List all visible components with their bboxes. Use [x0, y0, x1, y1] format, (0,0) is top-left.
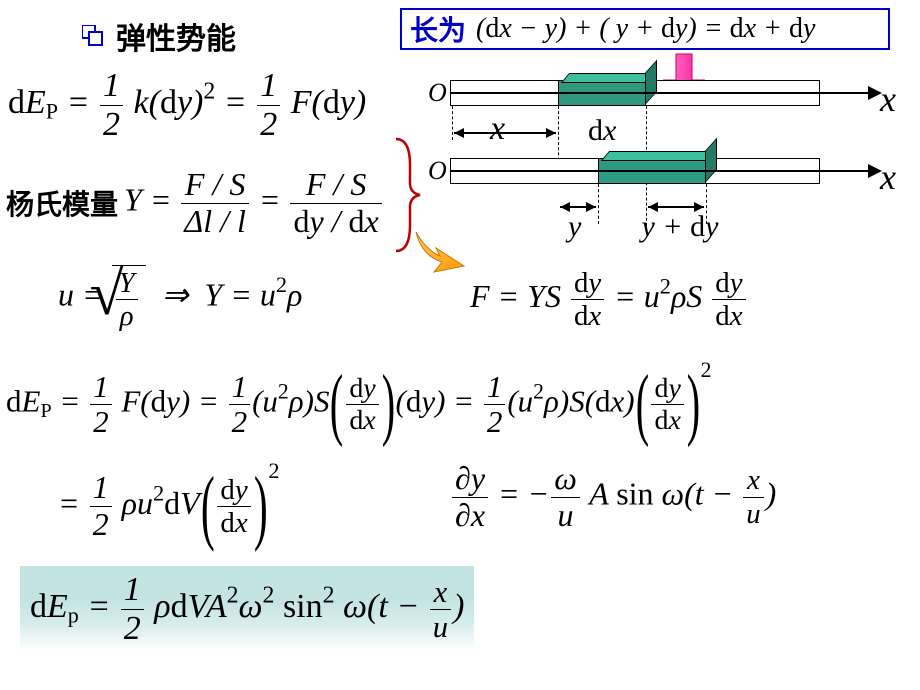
eq-u-sqrt: u = √Yρ ⇒ Y = u2ρ	[58, 265, 302, 331]
youngs-modulus-label: 杨氏模量	[6, 183, 118, 223]
eq-youngs-modulus: Y = F / SΔl / l = F / Sdy / dx	[124, 168, 384, 238]
label-dx: dx	[588, 114, 616, 148]
eq-dEp-expanded: dEP = 12 F(dy) = 12(u2ρ)S(dydx)(dy) = 12…	[6, 360, 712, 439]
eq-dEp-dV: = 12 ρu2dV(dydx)2	[58, 460, 280, 542]
bullet-icon	[82, 25, 106, 47]
slide-title: 弹性势能	[116, 14, 236, 58]
dim-ydy	[648, 206, 704, 208]
top-x-label: x	[880, 78, 896, 120]
dim-y	[560, 206, 596, 208]
eq-dEp-kdy: dEP = 12 k(dy)2 = 12 F(dy)	[8, 68, 366, 142]
length-expression: (dx − y) + ( y + dy) = dx + dy	[476, 15, 815, 43]
length-label: 长为	[410, 9, 466, 49]
top-axis	[450, 92, 870, 94]
bottom-axis	[450, 170, 870, 172]
elastic-bar-diagram: O x x dx O x y y + dy	[410, 60, 910, 240]
label-x: x	[490, 110, 505, 148]
title-row: 弹性势能	[82, 14, 236, 58]
eq-partial-y: ∂y∂x = −ωu A sin ω(t − xu)	[450, 462, 776, 532]
bottom-origin-label: O	[428, 156, 447, 186]
eq-F-YS: F = YS dydx = u2ρS dydx	[470, 268, 748, 331]
eq-final-highlight: dEp = 12 ρdVA2ω2 sin2 ω(t − xu)	[20, 566, 474, 652]
eq-dEp-final: dEp = 12 ρdVA2ω2 sin2 ω(t − xu)	[30, 588, 464, 625]
youngs-row: 杨氏模量 Y = F / SΔl / l = F / Sdy / dx	[6, 168, 384, 238]
dash-y	[598, 184, 599, 224]
label-y: y	[568, 210, 581, 244]
label-ydy: y + dy	[620, 210, 740, 244]
top-origin-label: O	[428, 78, 447, 108]
dash-origin	[452, 106, 453, 140]
bottom-x-label: x	[880, 156, 896, 198]
length-box: 长为 (dx − y) + ( y + dy) = dx + dy	[400, 8, 890, 50]
